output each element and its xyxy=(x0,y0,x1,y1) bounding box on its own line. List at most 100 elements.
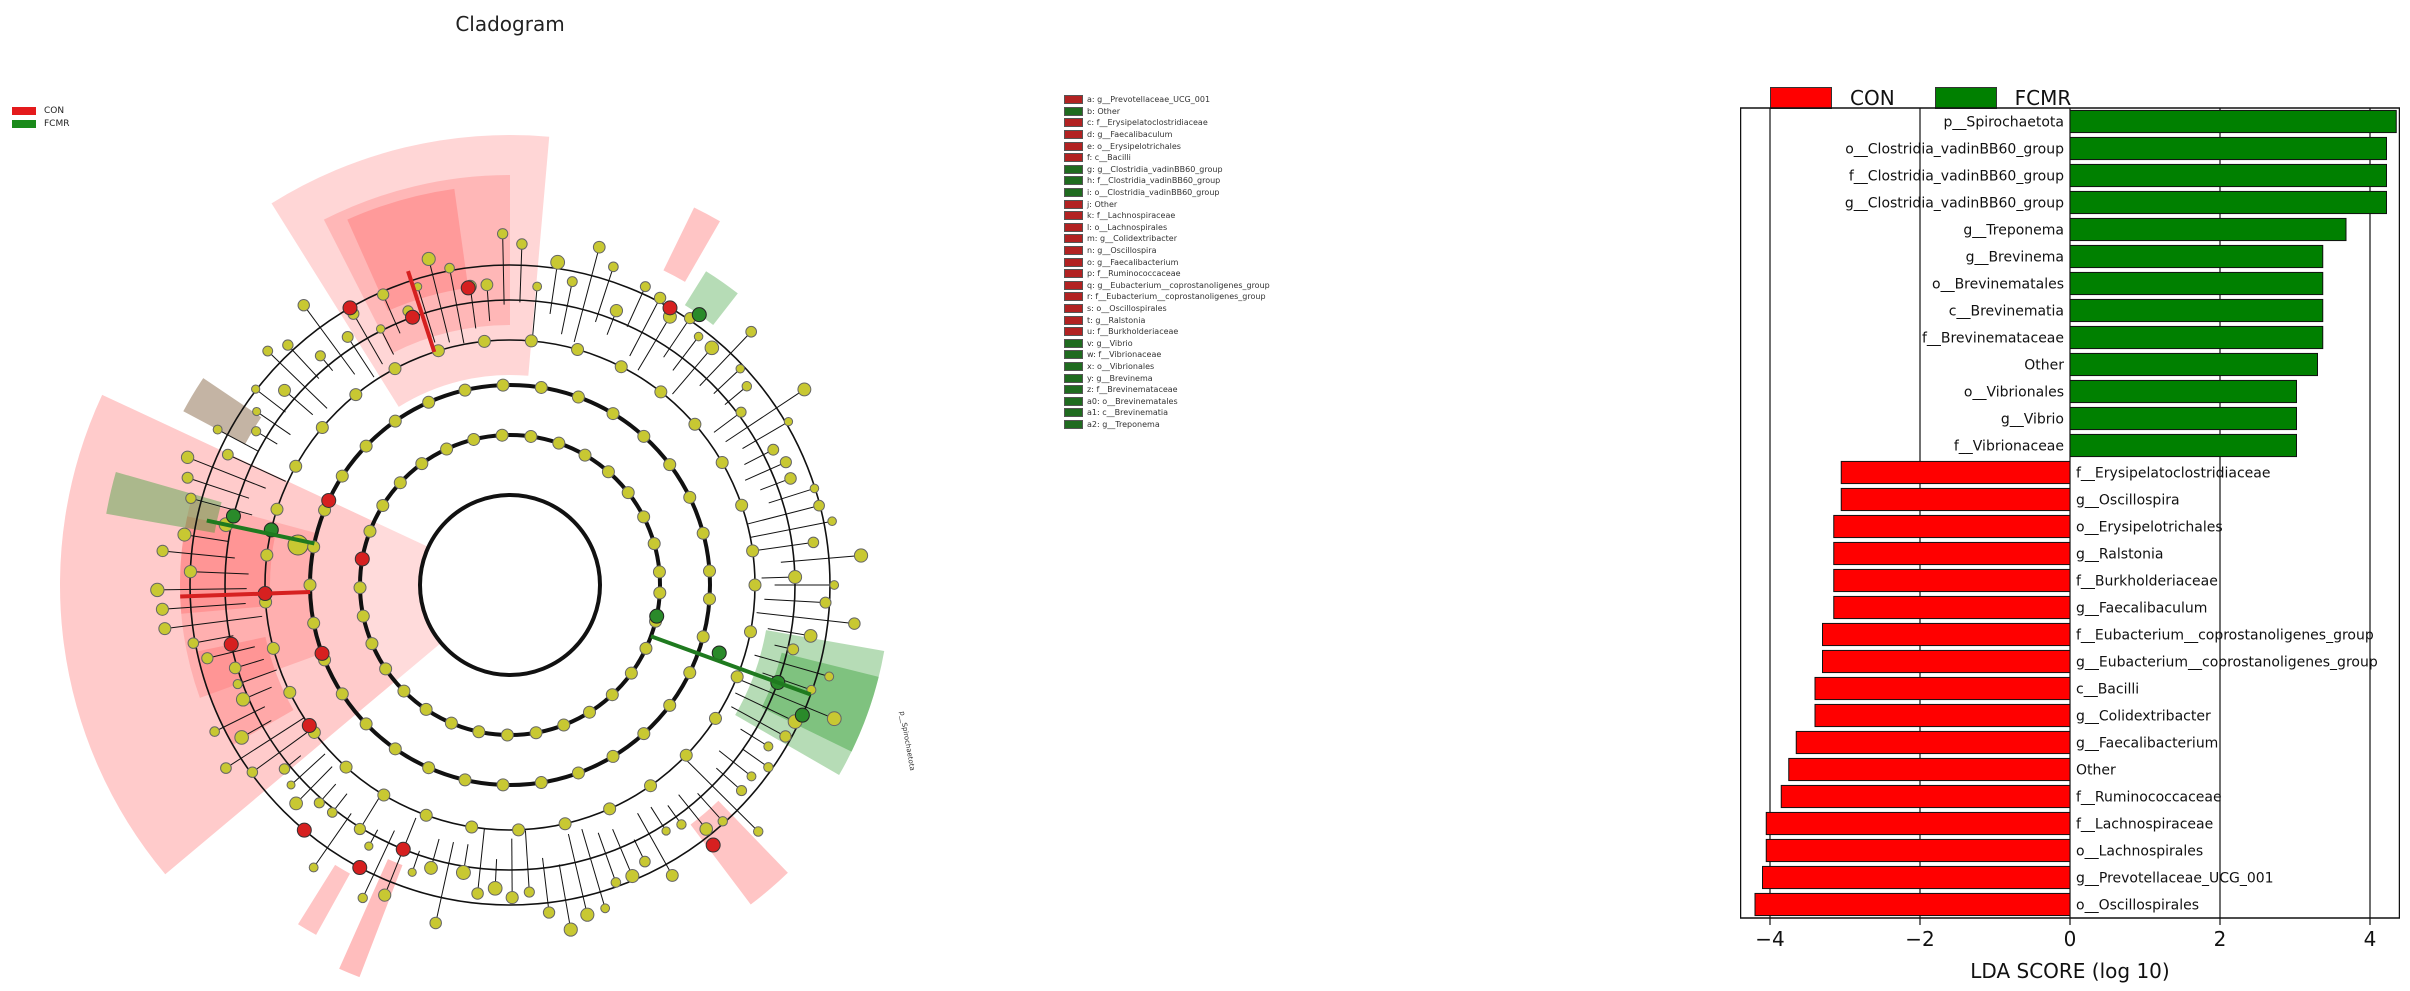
clade-inner-node xyxy=(524,334,538,348)
clade-leaf-node xyxy=(364,841,374,851)
lda-bar xyxy=(2069,163,2387,188)
clade-branch xyxy=(193,635,234,644)
clade-inner-node xyxy=(735,498,749,512)
clade-branch xyxy=(435,842,454,924)
clade-inner-node xyxy=(477,334,491,348)
clade-branch xyxy=(449,268,465,344)
lda-bar-label: f__Erysipelatoclostridiaceae xyxy=(2076,466,2270,482)
clade-branch xyxy=(256,411,291,436)
clade-inner-node xyxy=(524,429,538,443)
lda-bar xyxy=(2069,136,2387,161)
clade-inner-node xyxy=(388,362,402,376)
key-row: x: o__Vibrionales xyxy=(1064,361,1270,373)
clade-leaf-node xyxy=(788,570,803,585)
key-row: g: g__Clostridia_vadinBB60_group xyxy=(1064,164,1270,176)
x-axis-title: LDA SCORE (log 10) xyxy=(1970,959,2169,983)
clade-leaf-node xyxy=(471,887,484,900)
clade-leaf-node xyxy=(763,762,774,773)
clade-inner-node xyxy=(730,670,744,684)
clade-inner-node xyxy=(688,417,702,431)
key-swatch xyxy=(1064,246,1083,256)
key-row: m: g__Colidextribacter xyxy=(1064,233,1270,245)
key-row: w: f__Vibrionaceae xyxy=(1064,349,1270,361)
clade-branch xyxy=(157,588,247,591)
clade-inner-node xyxy=(571,766,585,780)
clade-node-con xyxy=(705,837,721,853)
key-text: w: f__Vibrionaceae xyxy=(1087,350,1162,360)
clade-inner-node xyxy=(601,465,615,479)
clade-inner-node xyxy=(339,760,353,774)
clade-leaf-node xyxy=(819,596,832,609)
clade-leaf-node xyxy=(297,299,310,312)
clade-inner-node xyxy=(571,342,585,356)
lda-bar-label: o__Erysipelotrichales xyxy=(2076,520,2223,536)
clade-leaf-node xyxy=(429,916,442,930)
clade-leaf-node xyxy=(234,730,249,745)
clade-branch xyxy=(428,258,450,343)
lda-bar-label: p__Spirochaetota xyxy=(1944,115,2064,131)
clade-leaf-node xyxy=(444,262,455,274)
key-swatch xyxy=(1064,211,1083,221)
clade-shade-con xyxy=(339,859,403,978)
clade-branch xyxy=(295,766,333,804)
key-swatch xyxy=(1064,234,1083,244)
lda-legend-label-fcmr: FCMR xyxy=(2014,86,2072,110)
clade-branch xyxy=(207,646,255,659)
clade-leaf-node xyxy=(767,443,780,456)
clade-inner-node xyxy=(303,578,317,592)
key-row: a: g__Prevotellaceae_UCG_001 xyxy=(1064,94,1270,106)
clade-inner-node xyxy=(606,407,620,421)
clade-branch xyxy=(672,347,713,395)
clade-shade-con xyxy=(59,394,396,875)
clade-branch xyxy=(190,497,253,516)
key-swatch xyxy=(1064,141,1083,151)
clade-branch xyxy=(190,571,249,575)
clade-leaf-node xyxy=(357,892,368,904)
clade-branch xyxy=(637,813,673,876)
clade-leaf-node xyxy=(421,251,436,267)
lda-bar-label: g__Vibrio xyxy=(2001,412,2064,428)
clade-branch xyxy=(417,286,436,343)
clade-branch xyxy=(756,612,855,625)
key-row: a2: g__Treponema xyxy=(1064,419,1270,431)
legend-label-con: CON xyxy=(44,105,65,116)
clade-leaf-node xyxy=(183,564,198,579)
clade-branch xyxy=(595,266,614,323)
clade-inner-node xyxy=(644,779,658,793)
clade-leaf-node xyxy=(282,339,294,351)
clade-inner-node xyxy=(365,637,379,651)
clade-leaf-node xyxy=(735,406,747,418)
key-text: a: g__Prevotellaceae_UCG_001 xyxy=(1087,95,1211,105)
clade-branch xyxy=(767,628,811,637)
clade-branch xyxy=(725,389,805,443)
clade-leaf-node xyxy=(228,661,242,675)
clade-leaf-node xyxy=(278,383,291,397)
clade-inner-node xyxy=(440,442,454,456)
clade-branch xyxy=(380,328,395,355)
clade-branch xyxy=(744,461,787,481)
clade-inner-node xyxy=(335,469,349,483)
clade-leaf-node xyxy=(639,855,651,868)
clade-branch xyxy=(678,794,707,830)
key-row: p: f__Ruminococcaceae xyxy=(1064,268,1270,280)
cladogram-graphic: p__Spirochaetota xyxy=(59,135,916,978)
lda-bar xyxy=(1780,784,2071,809)
clade-leaf-node xyxy=(848,617,861,630)
key-swatch xyxy=(1064,130,1083,140)
key-text: t: g__Ralstonia xyxy=(1087,315,1146,325)
clade-leaf-node xyxy=(779,730,792,743)
x-tick-label: −2 xyxy=(1905,927,1934,951)
clade-inner-node xyxy=(415,457,429,471)
legend-swatch-fcmr xyxy=(12,119,36,128)
clade-leaf-node xyxy=(289,796,303,811)
clade-leaf-node xyxy=(827,516,837,527)
clade-inner-node xyxy=(534,776,548,790)
key-row: j: Other xyxy=(1064,198,1270,210)
key-row: a0: o__Brevinematales xyxy=(1064,395,1270,407)
clade-inner-node xyxy=(422,761,436,775)
cladogram-title: Cladogram xyxy=(455,12,565,36)
clade-branch xyxy=(738,678,835,720)
clade-inner-node xyxy=(637,510,651,524)
clade-branch xyxy=(237,669,277,685)
key-row: v: g__Vibrio xyxy=(1064,337,1270,349)
